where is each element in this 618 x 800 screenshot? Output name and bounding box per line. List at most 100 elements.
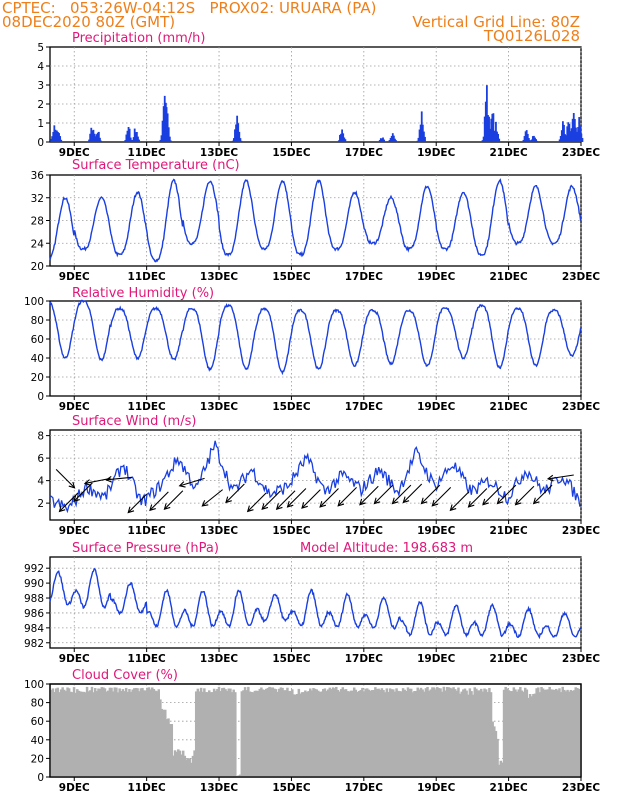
precip-bar — [131, 139, 134, 142]
cloud-bar — [484, 689, 488, 777]
precip-bar — [234, 129, 236, 142]
cloud-bar — [532, 693, 535, 777]
y-tick-label: 8 — [37, 431, 44, 443]
cloud-bar — [463, 688, 467, 777]
cloud-bar — [108, 687, 112, 777]
cloud-bar — [170, 723, 174, 777]
x-tick-label: 17DEC — [345, 271, 384, 283]
cloud-bar — [336, 689, 340, 777]
cloud-bar — [431, 687, 434, 777]
precip-bar — [337, 140, 340, 142]
pressure-line — [49, 567, 582, 640]
cloud-bar — [377, 688, 380, 777]
cloud-bar — [476, 690, 480, 777]
precip-bar — [54, 129, 57, 142]
cloud-bar — [152, 688, 156, 777]
precip-bar — [379, 138, 382, 142]
wind-arrow — [359, 485, 379, 506]
cloud-bar — [556, 690, 560, 777]
wind-arrow-head — [163, 503, 171, 510]
precip-bar — [490, 118, 493, 142]
precip-bar — [99, 137, 101, 142]
cloud-bar — [537, 687, 540, 777]
y-tick-label: 2 — [37, 498, 44, 510]
precip-bar — [577, 127, 580, 142]
cloud-bar — [468, 688, 472, 777]
cloud-bar — [439, 688, 442, 777]
wind-speed-line — [49, 440, 581, 514]
cloud-bar — [447, 687, 450, 777]
wind-arrow — [319, 488, 339, 508]
x-tick-label: 13DEC — [200, 653, 239, 665]
cloud-bar — [273, 688, 276, 777]
cloud-bar — [367, 689, 371, 777]
precip-bar — [339, 134, 341, 142]
cloud-bar — [493, 726, 496, 777]
precip-bar — [232, 138, 235, 142]
cloud-bar — [131, 689, 134, 777]
cloud-bar — [466, 694, 470, 777]
precip-bar — [169, 140, 172, 142]
cloud-bar — [67, 688, 71, 777]
wind-arrow — [482, 485, 502, 506]
precip-bar — [568, 140, 571, 142]
cloud-bar — [375, 688, 379, 777]
x-tick-label: 17DEC — [345, 782, 384, 794]
cloud-bar — [310, 690, 314, 777]
cloud-bar — [370, 690, 374, 777]
y-tick-label: 982 — [24, 638, 44, 650]
precip-bar — [530, 139, 533, 142]
cloud-bar — [212, 688, 216, 777]
cloud-bar — [372, 690, 376, 777]
y-tick-label: 60 — [31, 334, 44, 346]
cloud-bar — [504, 686, 507, 777]
cloud-bar — [530, 696, 534, 777]
precip-bar — [127, 126, 130, 142]
cloud-bar — [93, 688, 97, 777]
cloud-bar — [196, 688, 200, 777]
precip-bar — [559, 135, 562, 142]
cloud-bar — [281, 687, 284, 777]
cloud-bar — [442, 686, 446, 777]
precip-bar — [58, 133, 60, 142]
cloud-bar — [400, 691, 403, 777]
precip-bar — [166, 113, 169, 142]
cloud-bar — [154, 690, 157, 777]
wind-arrow — [468, 488, 488, 508]
precip-bar — [524, 131, 527, 142]
y-tick-label: 60 — [31, 716, 44, 728]
x-tick-label: 9DEC — [59, 525, 90, 537]
precip-bar — [536, 140, 539, 142]
cloud-bar — [421, 689, 424, 777]
cloud-bar — [385, 688, 389, 777]
cloud-bar — [287, 691, 291, 777]
cloud-bar — [85, 686, 89, 777]
cloud-bar — [571, 690, 574, 777]
cloud-bar — [339, 689, 343, 777]
cloud-bar — [325, 690, 328, 777]
precip-bar — [378, 140, 381, 142]
cloud-bar — [255, 690, 258, 777]
cloud-bar — [178, 750, 182, 777]
x-tick-label: 19DEC — [417, 653, 456, 665]
precip-bar — [126, 130, 129, 142]
cloud-bar — [423, 691, 426, 777]
cloud-bar — [576, 688, 579, 777]
cloud-bar — [525, 689, 529, 777]
cloud-bar — [292, 694, 296, 777]
precip-bar — [522, 139, 525, 142]
cloud-bar — [203, 688, 206, 777]
cloud-bar — [392, 689, 395, 777]
cloud-bar — [265, 688, 268, 777]
cloud-bar — [411, 692, 415, 777]
cloud-bar — [71, 692, 74, 777]
cloud-bar — [577, 688, 581, 777]
precip-bar — [576, 131, 578, 142]
cloud-bar — [216, 688, 219, 777]
cloud-bar — [543, 689, 547, 777]
cloud-bar — [398, 691, 402, 777]
wind-arrow-head — [402, 496, 410, 504]
precip-bar — [421, 124, 424, 142]
cloud-bar — [157, 689, 161, 777]
cloud-bar — [338, 691, 341, 777]
